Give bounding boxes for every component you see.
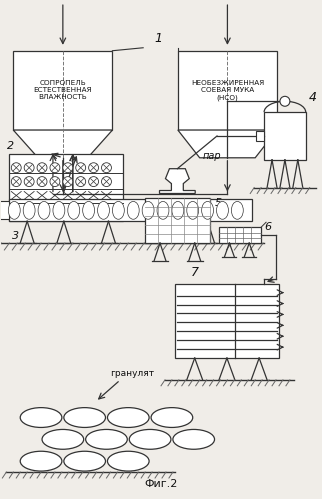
Ellipse shape bbox=[38, 202, 50, 219]
Ellipse shape bbox=[172, 202, 184, 219]
Ellipse shape bbox=[142, 202, 154, 219]
Circle shape bbox=[89, 163, 99, 173]
Ellipse shape bbox=[173, 430, 214, 449]
Ellipse shape bbox=[108, 408, 149, 428]
Bar bbox=[220, 227, 261, 243]
Ellipse shape bbox=[129, 430, 171, 449]
Circle shape bbox=[37, 177, 47, 187]
Bar bbox=[145, 199, 210, 243]
Circle shape bbox=[280, 96, 290, 106]
Text: 2: 2 bbox=[7, 141, 14, 151]
Text: СОПРОПЕЛЬ
ЕСТЕСТВЕННАЯ
ВЛАЖНОСТЬ: СОПРОПЕЛЬ ЕСТЕСТВЕННАЯ ВЛАЖНОСТЬ bbox=[33, 80, 92, 100]
Bar bbox=[13, 51, 112, 130]
Text: 1: 1 bbox=[154, 32, 162, 45]
Ellipse shape bbox=[53, 202, 65, 219]
Text: 4: 4 bbox=[309, 91, 317, 104]
Ellipse shape bbox=[108, 451, 149, 471]
Ellipse shape bbox=[42, 430, 84, 449]
Polygon shape bbox=[13, 130, 112, 158]
Circle shape bbox=[50, 177, 60, 187]
Text: 7: 7 bbox=[191, 266, 199, 279]
Circle shape bbox=[63, 163, 73, 173]
Text: 5: 5 bbox=[214, 199, 222, 209]
Bar bbox=[0, 202, 9, 219]
Circle shape bbox=[101, 177, 111, 187]
Ellipse shape bbox=[187, 202, 199, 219]
Ellipse shape bbox=[83, 202, 95, 219]
Ellipse shape bbox=[157, 202, 169, 219]
Bar bbox=[175, 284, 279, 358]
Text: 3: 3 bbox=[12, 231, 19, 241]
Ellipse shape bbox=[202, 202, 213, 219]
Circle shape bbox=[24, 163, 34, 173]
Text: пар: пар bbox=[202, 151, 221, 161]
Bar bbox=[9, 154, 123, 221]
Ellipse shape bbox=[20, 451, 62, 471]
Text: НЕОБЕЗЖИРЕННАЯ
СОЕВАЯ МУКА
(НСО): НЕОБЕЗЖИРЕННАЯ СОЕВАЯ МУКА (НСО) bbox=[191, 80, 264, 101]
Bar bbox=[9, 200, 252, 221]
Ellipse shape bbox=[127, 202, 139, 219]
Bar bbox=[256, 131, 264, 141]
Ellipse shape bbox=[216, 202, 228, 219]
Ellipse shape bbox=[64, 451, 106, 471]
Text: гранулят: гранулят bbox=[110, 369, 155, 378]
Circle shape bbox=[37, 163, 47, 173]
Ellipse shape bbox=[68, 202, 80, 219]
Ellipse shape bbox=[151, 408, 193, 428]
Circle shape bbox=[11, 177, 21, 187]
Ellipse shape bbox=[23, 202, 35, 219]
Circle shape bbox=[11, 163, 21, 173]
Circle shape bbox=[76, 177, 86, 187]
Circle shape bbox=[24, 177, 34, 187]
Ellipse shape bbox=[8, 202, 20, 219]
Ellipse shape bbox=[86, 430, 127, 449]
Bar bbox=[264, 112, 306, 160]
Bar bbox=[178, 51, 277, 130]
Polygon shape bbox=[178, 130, 277, 158]
Circle shape bbox=[89, 177, 99, 187]
Circle shape bbox=[63, 177, 73, 187]
Ellipse shape bbox=[112, 202, 124, 219]
Text: Фиг.2: Фиг.2 bbox=[144, 479, 178, 489]
Ellipse shape bbox=[98, 202, 109, 219]
Polygon shape bbox=[159, 169, 195, 194]
Ellipse shape bbox=[232, 202, 243, 219]
Ellipse shape bbox=[64, 408, 106, 428]
Circle shape bbox=[76, 163, 86, 173]
Text: 6: 6 bbox=[264, 222, 271, 232]
Circle shape bbox=[101, 163, 111, 173]
Circle shape bbox=[50, 163, 60, 173]
Ellipse shape bbox=[20, 408, 62, 428]
